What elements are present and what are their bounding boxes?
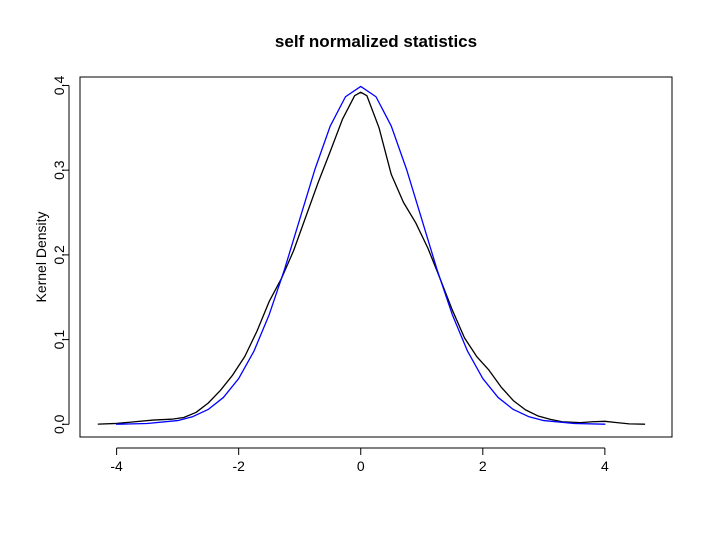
y-axis: 0.0 0.1 0.2 0.3 0.4 bbox=[51, 76, 70, 434]
series-layer bbox=[97, 85, 646, 425]
y-tick-label: 0.0 bbox=[51, 414, 67, 434]
plot-frame bbox=[79, 76, 673, 438]
x-tick-label: -2 bbox=[232, 458, 245, 474]
density-curve-1 bbox=[97, 91, 646, 425]
chart-title: self normalized statistics bbox=[275, 32, 477, 51]
y-tick-label: 0.2 bbox=[51, 245, 67, 265]
x-tick-label: 2 bbox=[479, 458, 487, 474]
y-tick-label: 0.4 bbox=[51, 76, 67, 96]
y-tick-label: 0.1 bbox=[51, 330, 67, 350]
x-tick-label: 0 bbox=[357, 458, 365, 474]
y-axis-label: Kernel Density bbox=[33, 211, 49, 302]
x-tick-label: 4 bbox=[601, 458, 609, 474]
x-tick-label: -4 bbox=[110, 458, 123, 474]
density-curve-2 bbox=[115, 85, 606, 425]
y-tick-label: 0.3 bbox=[51, 160, 67, 180]
x-axis: -4 -2 0 2 4 bbox=[110, 447, 609, 474]
